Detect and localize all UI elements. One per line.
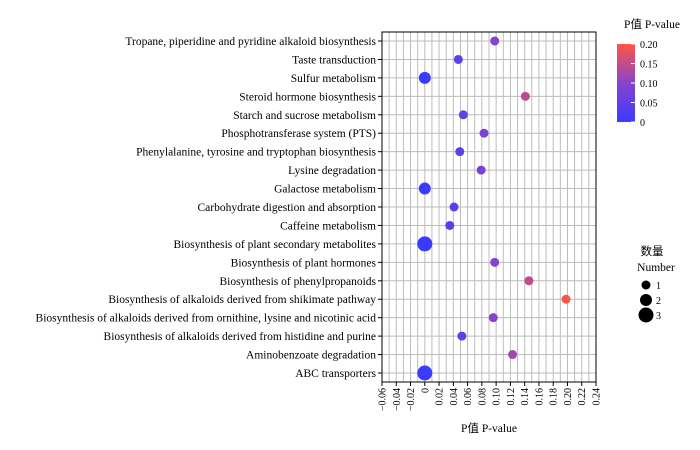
size-legend-title-cn: 数量: [641, 244, 664, 258]
x-tick-label: 0.18: [549, 388, 560, 406]
data-point: [453, 54, 463, 64]
color-legend-tick-label: 0: [640, 118, 645, 129]
x-tick-label: 0.12: [506, 388, 517, 406]
x-axis-label: P值 P-value: [461, 422, 517, 435]
x-tick-label: 0.10: [492, 388, 503, 406]
x-tick-label: 0.24: [592, 388, 603, 406]
data-point: [455, 147, 465, 157]
pathway-label: Lysine degradation: [288, 165, 376, 177]
x-tick-label: 0: [420, 388, 431, 393]
data-point: [418, 71, 431, 84]
size-legend-label: 1: [656, 281, 661, 292]
color-legend-tick-label: 0.10: [640, 79, 658, 90]
pathway-label: Steroid hormone biosynthesis: [239, 91, 376, 103]
size-legend-dot: [640, 294, 652, 306]
size-legend: 数量 Number 1 2 3: [637, 244, 675, 323]
x-tick-labels: −0.06 −0.04 −0.02 0 0.02 0.04 0.06 0.08 0.10 0.12…: [378, 382, 603, 411]
data-point: [417, 365, 433, 381]
pathway-label: Taste transduction: [292, 54, 376, 66]
color-legend-tick-label: 0.20: [640, 40, 658, 51]
data-points: [417, 36, 571, 381]
x-tick-label: 0.02: [435, 388, 446, 406]
data-point: [417, 236, 433, 252]
color-legend-title: P值 P-value: [624, 18, 680, 31]
data-point: [490, 257, 500, 267]
color-legend-tick-label: 0.15: [640, 60, 658, 71]
data-point: [449, 202, 459, 212]
size-legend-dot: [641, 280, 651, 290]
x-tick-label: −0.04: [392, 388, 403, 411]
pathway-label: Caffeine metabolism: [280, 220, 376, 232]
x-tick-label: 0.14: [520, 388, 531, 406]
data-point: [479, 128, 489, 138]
data-point: [418, 182, 431, 195]
pathway-label: Biosynthesis of plant hormones: [231, 257, 377, 269]
pathway-label: Aminobenzoate degradation: [246, 350, 376, 362]
color-legend: P值 P-value 0.20 0.15 0.10 0.05 0: [617, 18, 680, 129]
x-tick-label: 0.16: [534, 388, 545, 406]
color-legend-tick-label: 0.05: [640, 99, 658, 110]
data-point: [561, 294, 571, 304]
x-tick-label: 0.06: [463, 388, 474, 406]
x-tick-label: 0.08: [477, 388, 488, 406]
color-legend-ticks: 0.20 0.15 0.10 0.05 0: [631, 40, 658, 129]
size-legend-items: 1 2 3: [638, 280, 661, 323]
color-legend-bar: [617, 44, 635, 122]
x-tick-label: −0.02: [406, 388, 417, 411]
grid: [381, 32, 597, 382]
data-point: [508, 350, 518, 360]
pathway-label: Carbohydrate digestion and absorption: [197, 202, 376, 214]
pathway-label: Sulfur metabolism: [291, 73, 376, 85]
size-legend-dot: [638, 307, 654, 323]
data-point: [490, 36, 500, 46]
data-point: [445, 220, 455, 230]
data-point: [476, 165, 486, 175]
size-legend-title-en: Number: [637, 262, 675, 274]
pathway-label: Biosynthesis of alkaloids derived from h…: [104, 331, 376, 343]
pathway-label: Biosynthesis of phenylpropanoids: [219, 276, 376, 288]
pathway-label: Starch and sucrose metabolism: [233, 110, 376, 122]
data-point: [458, 110, 468, 120]
size-legend-label: 3: [656, 311, 661, 322]
data-point: [488, 313, 498, 323]
x-tick-label: 0.20: [563, 388, 574, 406]
data-point: [520, 91, 530, 101]
pathway-label: Phosphotransferase system (PTS): [221, 128, 376, 140]
pathway-label: Galactose metabolism: [274, 184, 376, 196]
pathway-labels: Tropane, piperidine and pyridine alkaloi…: [36, 36, 382, 380]
x-tick-label: 0.04: [449, 388, 460, 406]
pathway-label: Biosynthesis of plant secondary metaboli…: [174, 239, 377, 251]
data-point: [524, 276, 534, 286]
pathway-label: Biosynthesis of alkaloids derived from s…: [108, 294, 376, 306]
size-legend-label: 2: [656, 296, 661, 307]
x-tick-label: 0.22: [577, 388, 588, 406]
x-tick-label: −0.06: [378, 388, 389, 411]
data-point: [457, 331, 467, 341]
pathway-label: Tropane, piperidine and pyridine alkaloi…: [125, 36, 376, 48]
pathway-label: Biosynthesis of alkaloids derived from o…: [36, 313, 377, 325]
pathway-label: Phenylalanine, tyrosine and tryptophan b…: [136, 147, 376, 159]
pathway-label: ABC transporters: [295, 368, 376, 380]
